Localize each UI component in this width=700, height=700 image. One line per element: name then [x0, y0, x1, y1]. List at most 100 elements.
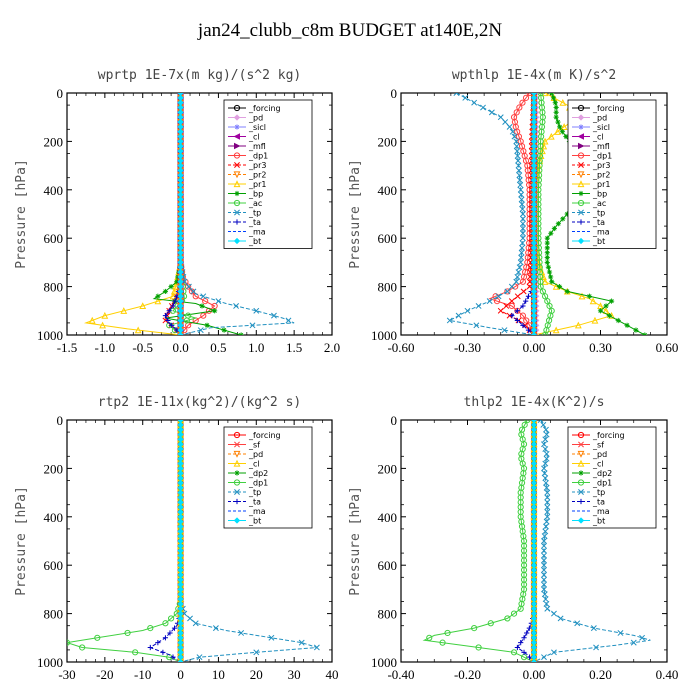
data-point [537, 420, 544, 423]
y-tick-label: 600 [378, 558, 398, 573]
panel-title: wpthlp 1E-4x(m K)/s^2 [452, 68, 616, 83]
data-point [542, 460, 549, 467]
data-point [515, 167, 522, 174]
data-point [544, 605, 551, 612]
data-point [99, 321, 106, 329]
data-point [541, 557, 547, 564]
data-point [168, 284, 174, 290]
data-point [547, 132, 555, 140]
data-point [541, 576, 547, 583]
data-point [514, 152, 521, 159]
data-point [519, 240, 526, 246]
legend-label: _cl [592, 460, 604, 469]
data-point [200, 293, 207, 300]
legend-box [567, 99, 657, 249]
legend-marker [234, 219, 240, 225]
data-point [540, 142, 548, 150]
data-point [101, 311, 109, 319]
y-tick-label: 800 [378, 607, 398, 622]
data-point [524, 420, 531, 424]
legend-label: _pr3 [592, 161, 610, 170]
data-point [515, 162, 522, 169]
y-axis-label: Pressure [hPa] [14, 486, 29, 596]
legend-label: _ta [592, 218, 605, 227]
legend-marker [233, 133, 240, 140]
legend-label: _sicl [248, 123, 266, 132]
data-point [563, 133, 569, 140]
data-point [520, 303, 526, 309]
data-point [574, 620, 581, 627]
data-point [552, 100, 558, 106]
y-tick-label: 600 [44, 231, 64, 246]
legend-marker [234, 190, 240, 197]
legend-marker [234, 470, 240, 476]
data-point [514, 273, 521, 280]
x-tick-label: 0.5 [210, 340, 226, 355]
legend-label: _ma [592, 228, 610, 237]
data-point [188, 288, 196, 295]
data-point [541, 278, 549, 285]
data-point [200, 312, 207, 319]
data-point [537, 283, 544, 290]
legend-label: _pd [248, 114, 263, 123]
data-point [557, 124, 563, 130]
legend-label: _dp1 [592, 479, 612, 488]
legend-label: _bt [592, 237, 605, 246]
data-point [539, 147, 546, 155]
data-point [170, 303, 176, 309]
y-tick-label: 200 [44, 461, 64, 476]
legend-label: _forcing [248, 431, 281, 440]
data-point [238, 332, 244, 335]
data-point [564, 211, 570, 217]
legend-label: _ta [248, 498, 261, 507]
data-point [545, 264, 552, 270]
legend-marker [233, 199, 241, 207]
chart-panel-3: rtp2 1E-11x(kg^2)/(kg^2 s) Pressure [hPa]… [14, 395, 339, 682]
data-point [525, 327, 532, 333]
data-point [615, 317, 621, 324]
data-point [510, 649, 518, 656]
x-tick-label: 10 [212, 667, 225, 682]
legend-marker [578, 190, 584, 197]
data-point [518, 249, 525, 256]
y-tick-label: 1000 [37, 655, 63, 670]
data-point [493, 298, 501, 305]
x-tick-label: 0.20 [589, 667, 612, 682]
data-point [541, 581, 547, 588]
legend-marker [577, 459, 585, 467]
legend-marker [578, 441, 584, 448]
data-point [544, 509, 551, 515]
data-point [519, 230, 526, 237]
data-point [516, 264, 523, 271]
data-point [233, 303, 240, 309]
y-tick-label: 400 [44, 510, 64, 525]
data-point [444, 629, 451, 637]
data-point [134, 326, 142, 334]
data-point [549, 279, 555, 285]
series-line-pr1 [83, 93, 182, 335]
data-point [313, 644, 320, 651]
data-point [517, 182, 524, 188]
legend-label: _pr3 [248, 161, 266, 170]
data-point [553, 104, 559, 111]
data-point [162, 620, 169, 627]
legend-marker [234, 209, 240, 216]
data-point [544, 494, 551, 501]
data-point [541, 331, 549, 335]
data-point [544, 513, 551, 520]
legend-label: _tp [592, 209, 605, 218]
legend-marker [577, 171, 585, 179]
data-point [298, 639, 305, 646]
data-point [519, 312, 527, 319]
data-point [519, 206, 526, 213]
x-tick-label: 0.30 [589, 340, 612, 355]
data-point [165, 317, 171, 324]
data-point [514, 644, 520, 651]
data-point [597, 308, 604, 314]
data-point [553, 109, 559, 115]
legend-marker [233, 517, 241, 524]
legend-label: _ta [592, 498, 605, 507]
data-point [589, 297, 597, 305]
data-point [514, 317, 520, 324]
data-point [154, 297, 162, 305]
